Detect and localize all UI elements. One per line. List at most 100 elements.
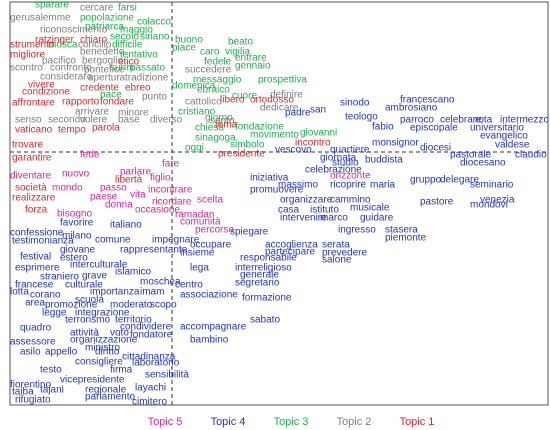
legend-entry: Topic 5 — [148, 416, 183, 428]
legend-entry: Topic 3 — [274, 416, 309, 428]
word-label: delegare — [440, 175, 479, 186]
word-label: ramadan — [175, 210, 214, 221]
word-label: corano — [30, 290, 61, 301]
word-label: secondo — [48, 115, 86, 126]
word-label: rapporto — [62, 97, 100, 108]
word-label: culturale — [65, 280, 103, 291]
word-label: sabato — [250, 315, 280, 326]
word-label: islamico — [115, 267, 152, 278]
word-label: ingresso — [338, 225, 376, 236]
word-label: evangelico — [480, 131, 528, 142]
word-label: grave — [82, 271, 107, 282]
word-label: attività — [70, 328, 99, 339]
word-label: seminario — [470, 180, 514, 191]
word-label: movimento — [250, 130, 299, 141]
word-label: scelta — [197, 195, 224, 206]
word-label: pastore — [420, 197, 454, 208]
word-label: credente — [80, 83, 119, 94]
word-label: claudio — [515, 150, 547, 161]
word-label: minore — [118, 108, 149, 119]
word-label: scontro — [10, 63, 43, 74]
word-label: popolazione — [80, 13, 134, 24]
word-label: cattolico — [185, 97, 222, 108]
word-label: fondatore — [130, 330, 173, 341]
word-label: sinagoga — [195, 133, 236, 144]
word-label: impegnare — [152, 235, 200, 246]
word-label: universitario — [470, 123, 524, 134]
word-label: mosca — [48, 40, 78, 51]
word-label: vita — [130, 190, 146, 201]
word-label: orizzonte — [330, 171, 371, 182]
word-label: casa — [278, 205, 300, 216]
word-label: entrare — [235, 53, 267, 64]
word-label: giovane — [60, 245, 95, 256]
word-label: formazione — [242, 293, 292, 304]
word-label: figlio — [150, 173, 171, 184]
word-label: condizione — [22, 87, 70, 98]
word-label: passato — [130, 63, 165, 74]
word-label: istituto — [310, 205, 339, 216]
word-label: legge — [42, 308, 67, 319]
word-label: strumento — [10, 40, 55, 51]
word-label: estero — [60, 253, 88, 264]
word-label: centro — [175, 280, 203, 291]
word-label: francese — [15, 280, 54, 291]
word-label: arrivare — [75, 107, 109, 118]
word-label: ambrosiano — [385, 103, 438, 114]
word-label: salone — [322, 255, 352, 266]
word-label: comunità — [180, 217, 221, 228]
word-label: promuovere — [250, 185, 304, 196]
legend: Topic 5 Topic 4 Topic 3 Topic 2 Topic 1 — [148, 416, 435, 428]
word-label: piace — [172, 43, 196, 54]
word-label: guidare — [360, 213, 394, 224]
word-label: comune — [95, 235, 131, 246]
word-label: testo — [40, 365, 62, 376]
word-label: serata — [322, 240, 350, 251]
word-label: intermezzo — [500, 115, 549, 126]
word-label: milano — [62, 231, 92, 242]
word-label: interculturale — [70, 260, 128, 271]
word-label: buddista — [365, 155, 403, 166]
word-label: taiba — [12, 387, 34, 398]
word-label: accoglienza — [265, 240, 318, 251]
word-label: volere — [80, 115, 108, 126]
word-label: passo — [100, 183, 127, 194]
word-label: mondo — [52, 183, 83, 194]
word-label: messaggio — [193, 75, 242, 86]
word-label: sparare — [35, 0, 69, 11]
word-label: gennaio — [235, 61, 271, 72]
word-label: generale — [240, 270, 279, 281]
word-label: moderato — [110, 300, 153, 311]
word-label: patriarca — [85, 22, 124, 33]
word-label: organizzazione — [70, 335, 138, 346]
word-label: colacco — [137, 17, 171, 28]
word-label: lega — [190, 263, 209, 274]
word-label: vescovo — [275, 145, 312, 156]
word-label: santo — [210, 116, 235, 127]
word-label: pastorale — [450, 150, 492, 161]
word-label: responsabile — [240, 253, 297, 264]
word-label: parola — [92, 123, 120, 134]
word-label: studio — [332, 158, 359, 169]
word-label: ricordare — [152, 197, 192, 208]
word-label: affrontare — [12, 98, 55, 109]
word-label: straniero — [40, 272, 79, 283]
word-label: partecipare — [265, 247, 315, 258]
legend-entry: Topic 4 — [211, 416, 246, 428]
word-label: rappresentante — [120, 245, 188, 256]
word-label: asilo — [20, 347, 41, 358]
word-label: tentativo — [120, 50, 158, 61]
word-label: vicepresidente — [60, 375, 125, 386]
word-label: valdese — [495, 140, 530, 151]
word-label: secolo — [110, 32, 139, 43]
word-label: area — [25, 298, 45, 309]
word-label: oggi — [185, 143, 204, 154]
word-label: diocesano — [460, 158, 506, 169]
word-label: fedele — [204, 57, 232, 68]
word-label: punto — [142, 92, 167, 103]
word-label: succedere — [185, 65, 232, 76]
word-label: gruppo — [410, 175, 442, 186]
word-label: pontefice — [84, 65, 125, 76]
word-label: pacifico — [42, 56, 76, 67]
